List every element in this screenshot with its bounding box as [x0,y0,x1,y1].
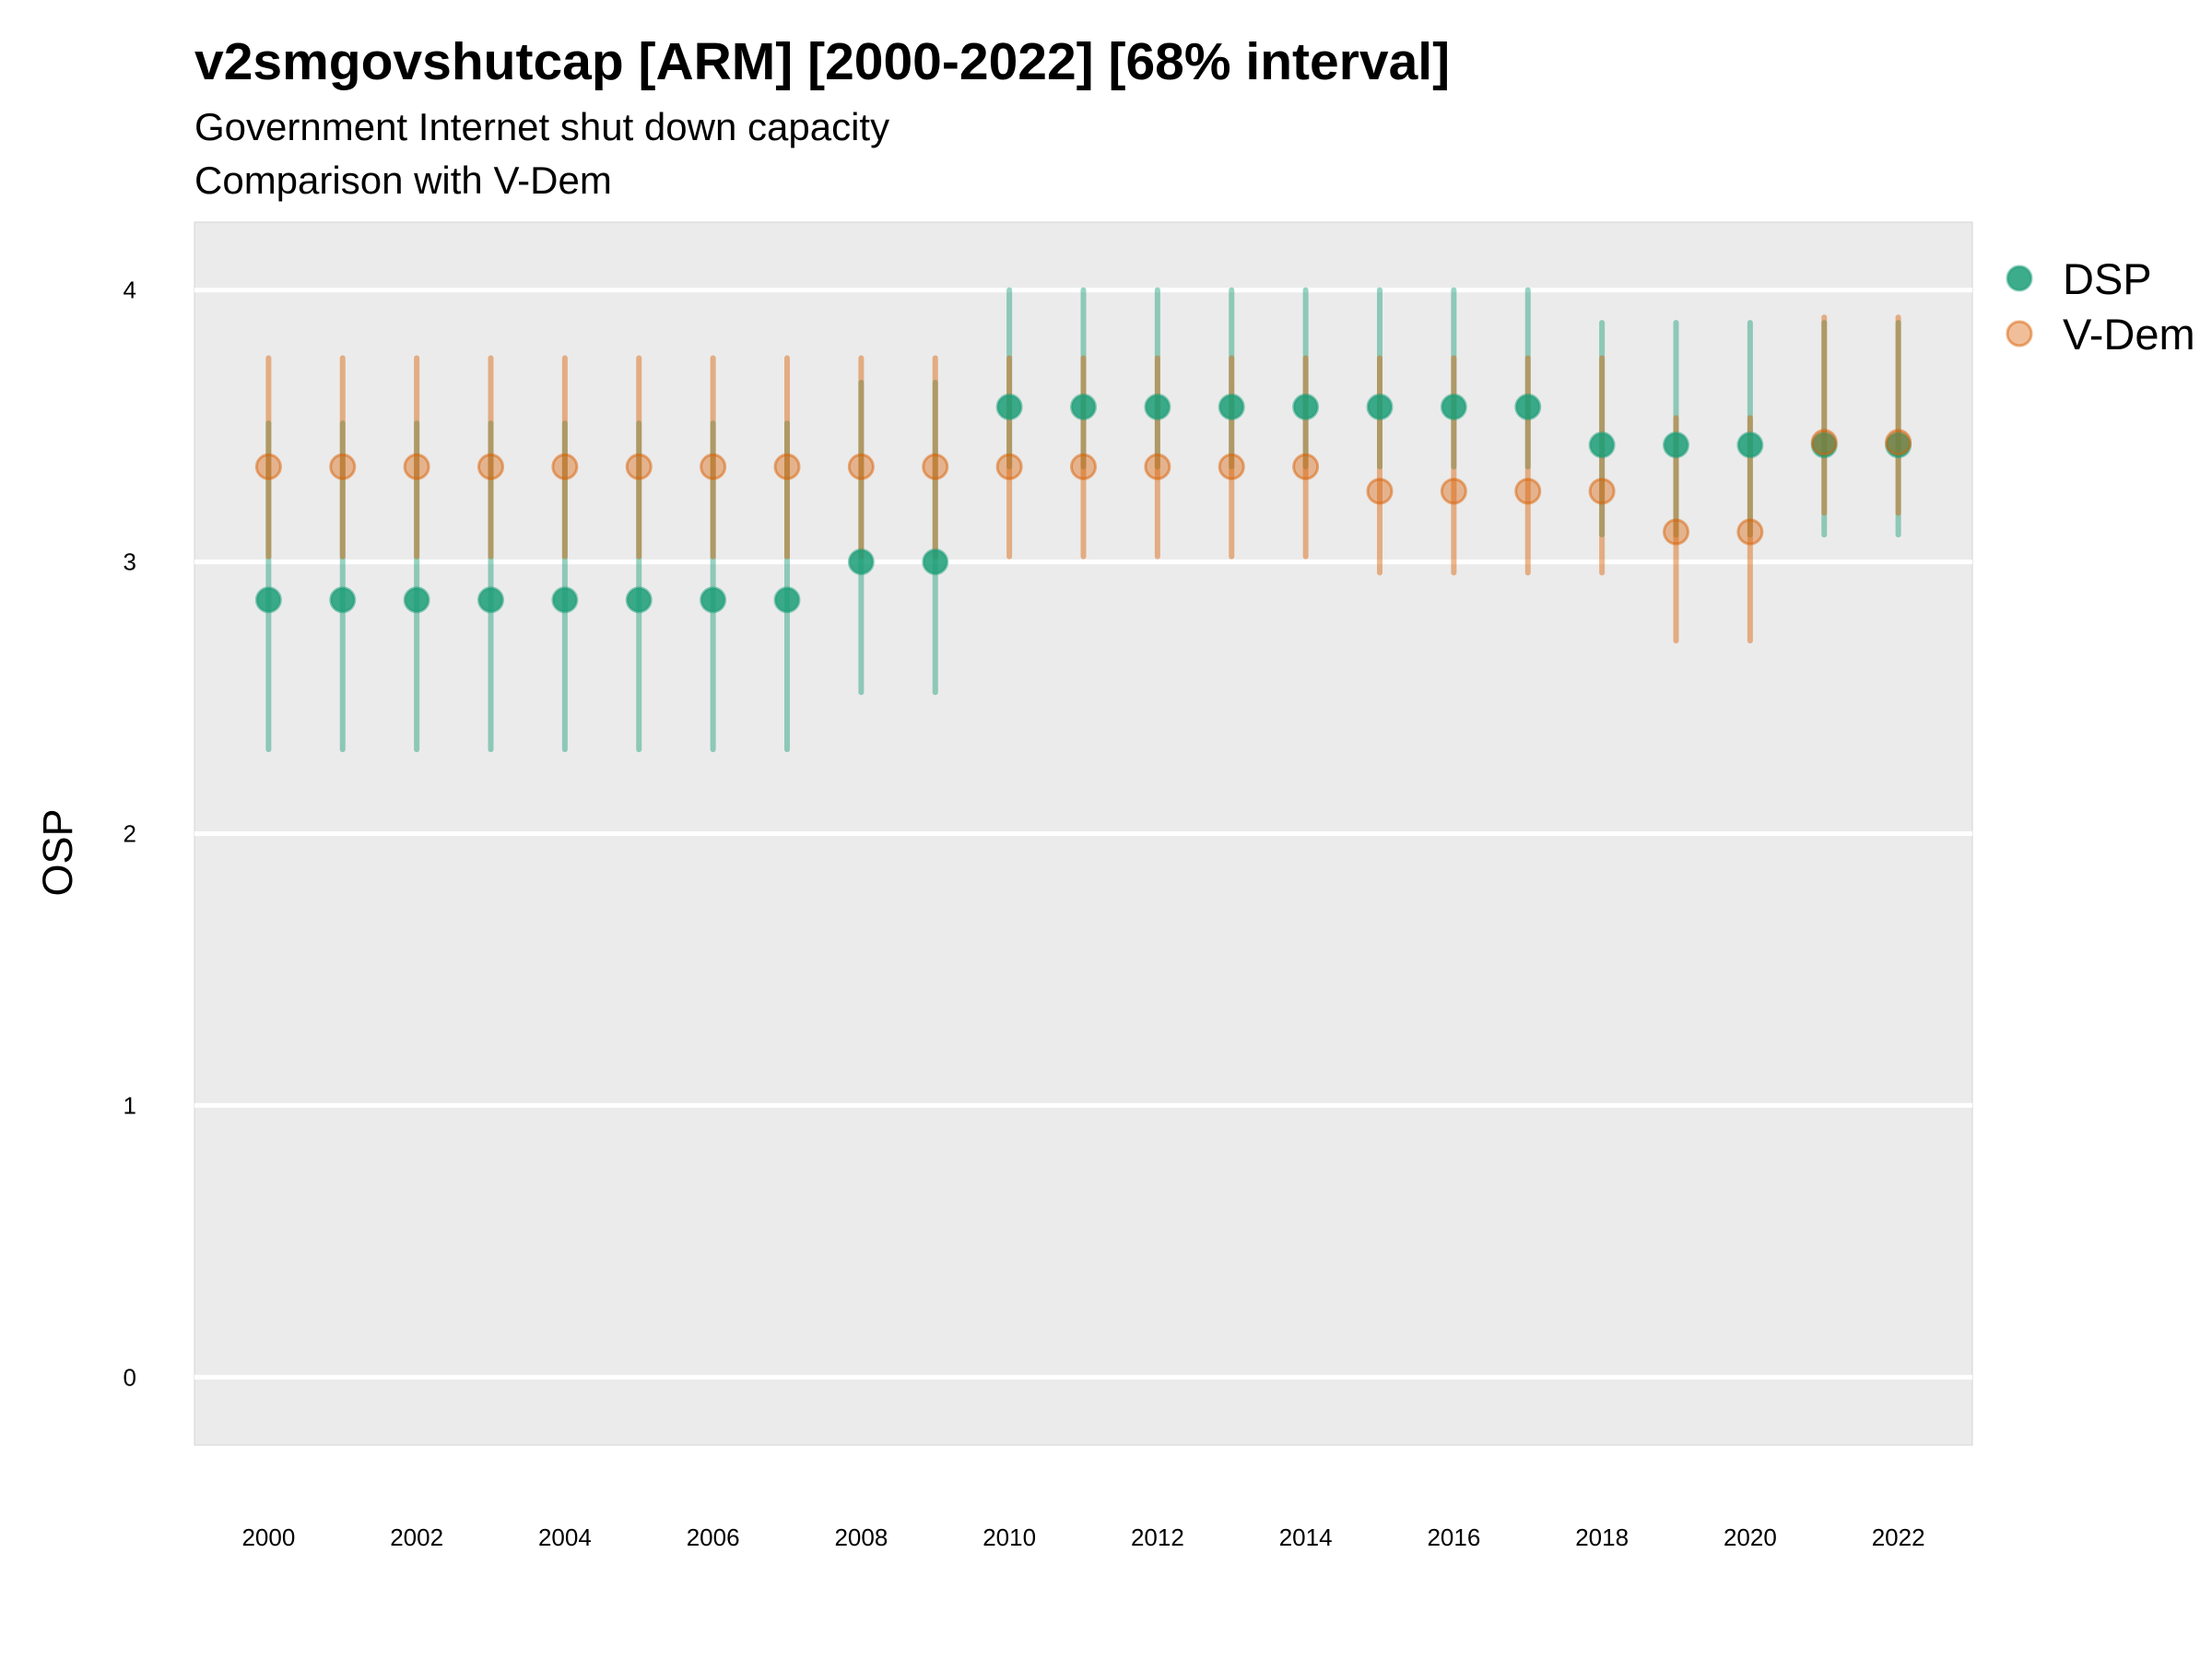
dsp-point [922,548,949,576]
dsp-point [254,586,282,614]
dsp-point [773,586,801,614]
dsp-point [1292,394,1320,421]
dsp-point [1218,394,1245,421]
x-tick-label: 2002 [390,1524,443,1551]
legend-label-v-dem: V-Dem [2063,310,2195,359]
x-tick-label: 2008 [834,1524,888,1551]
v-dem-point [1514,477,1542,505]
x-tick-label: 2006 [687,1524,740,1551]
v-dem-point [1736,518,1764,546]
chart-title: v2smgovshutcap [ARM] [2000-2022] [68% in… [194,32,1451,91]
v-dem-point [1144,453,1171,480]
legend-marker-v-dem [2006,320,2033,347]
dsp-point [329,586,357,614]
y-axis-label: OSP [34,808,81,896]
v-dem-point [1366,477,1394,505]
x-tick-label: 2010 [982,1524,1036,1551]
dsp-point [1588,431,1616,459]
x-axis-ticks: 2000 2002 2004 2006 2008 2010 2012 2014 2016 2018… [241,1524,1924,1551]
dsp-point [477,586,504,614]
y-tick-label: 4 [124,276,136,304]
dsp-point [1366,394,1394,421]
x-tick-label: 2018 [1575,1524,1629,1551]
dsp-point [1144,394,1171,421]
interval-bars [265,287,1901,753]
v-dem-point [625,453,653,480]
v-dem-point [1588,477,1616,505]
v-dem-point [1663,518,1689,546]
v-dem-point [1885,429,1912,456]
dsp-point [847,548,875,576]
y-tick-label: 0 [124,1363,136,1391]
dsp-point [403,586,430,614]
v-dem-point [254,453,282,480]
legend-marker-dsp [2006,265,2033,292]
point-estimates [254,394,1912,614]
x-tick-label: 2014 [1279,1524,1333,1551]
dsp-point [1736,431,1764,459]
x-tick-label: 2012 [1131,1524,1184,1551]
v-dem-point [329,453,357,480]
v-dem-point [1440,477,1467,505]
dsp-point [995,394,1023,421]
v-dem-point [773,453,801,480]
v-dem-point [1292,453,1320,480]
legend-label-dsp: DSP [2063,254,2152,303]
v-dem-point [1810,429,1838,456]
x-tick-label: 2000 [241,1524,295,1551]
v-dem-point [477,453,504,480]
v-dem-point [1070,453,1097,480]
v-dem-point [1218,453,1245,480]
v-dem-point [551,453,579,480]
dsp-point [1440,394,1467,421]
x-tick-label: 2022 [1872,1524,1925,1551]
y-tick-label: 2 [124,820,136,848]
v-dem-point [995,453,1023,480]
x-tick-label: 2004 [538,1524,592,1551]
dsp-point [1070,394,1097,421]
dsp-point [1663,431,1689,459]
legend: DSP V-Dem [2006,254,2195,359]
dsp-point [1514,394,1542,421]
grid-lines [194,288,1972,1380]
v-dem-point [922,453,949,480]
dsp-point [700,586,727,614]
x-tick-label: 2020 [1724,1524,1777,1551]
v-dem-point [700,453,727,480]
dsp-point [625,586,653,614]
v-dem-point [847,453,875,480]
y-tick-label: 3 [124,548,136,576]
y-axis-ticks: 0 1 2 3 4 [124,276,136,1392]
chart-subtitle-comparison: Comparison with V-Dem [194,159,612,202]
x-tick-label: 2016 [1427,1524,1480,1551]
chart-subtitle: Government Internet shut down capacity [194,105,890,148]
dsp-point [551,586,579,614]
y-tick-label: 1 [124,1091,136,1119]
v-dem-point [403,453,430,480]
